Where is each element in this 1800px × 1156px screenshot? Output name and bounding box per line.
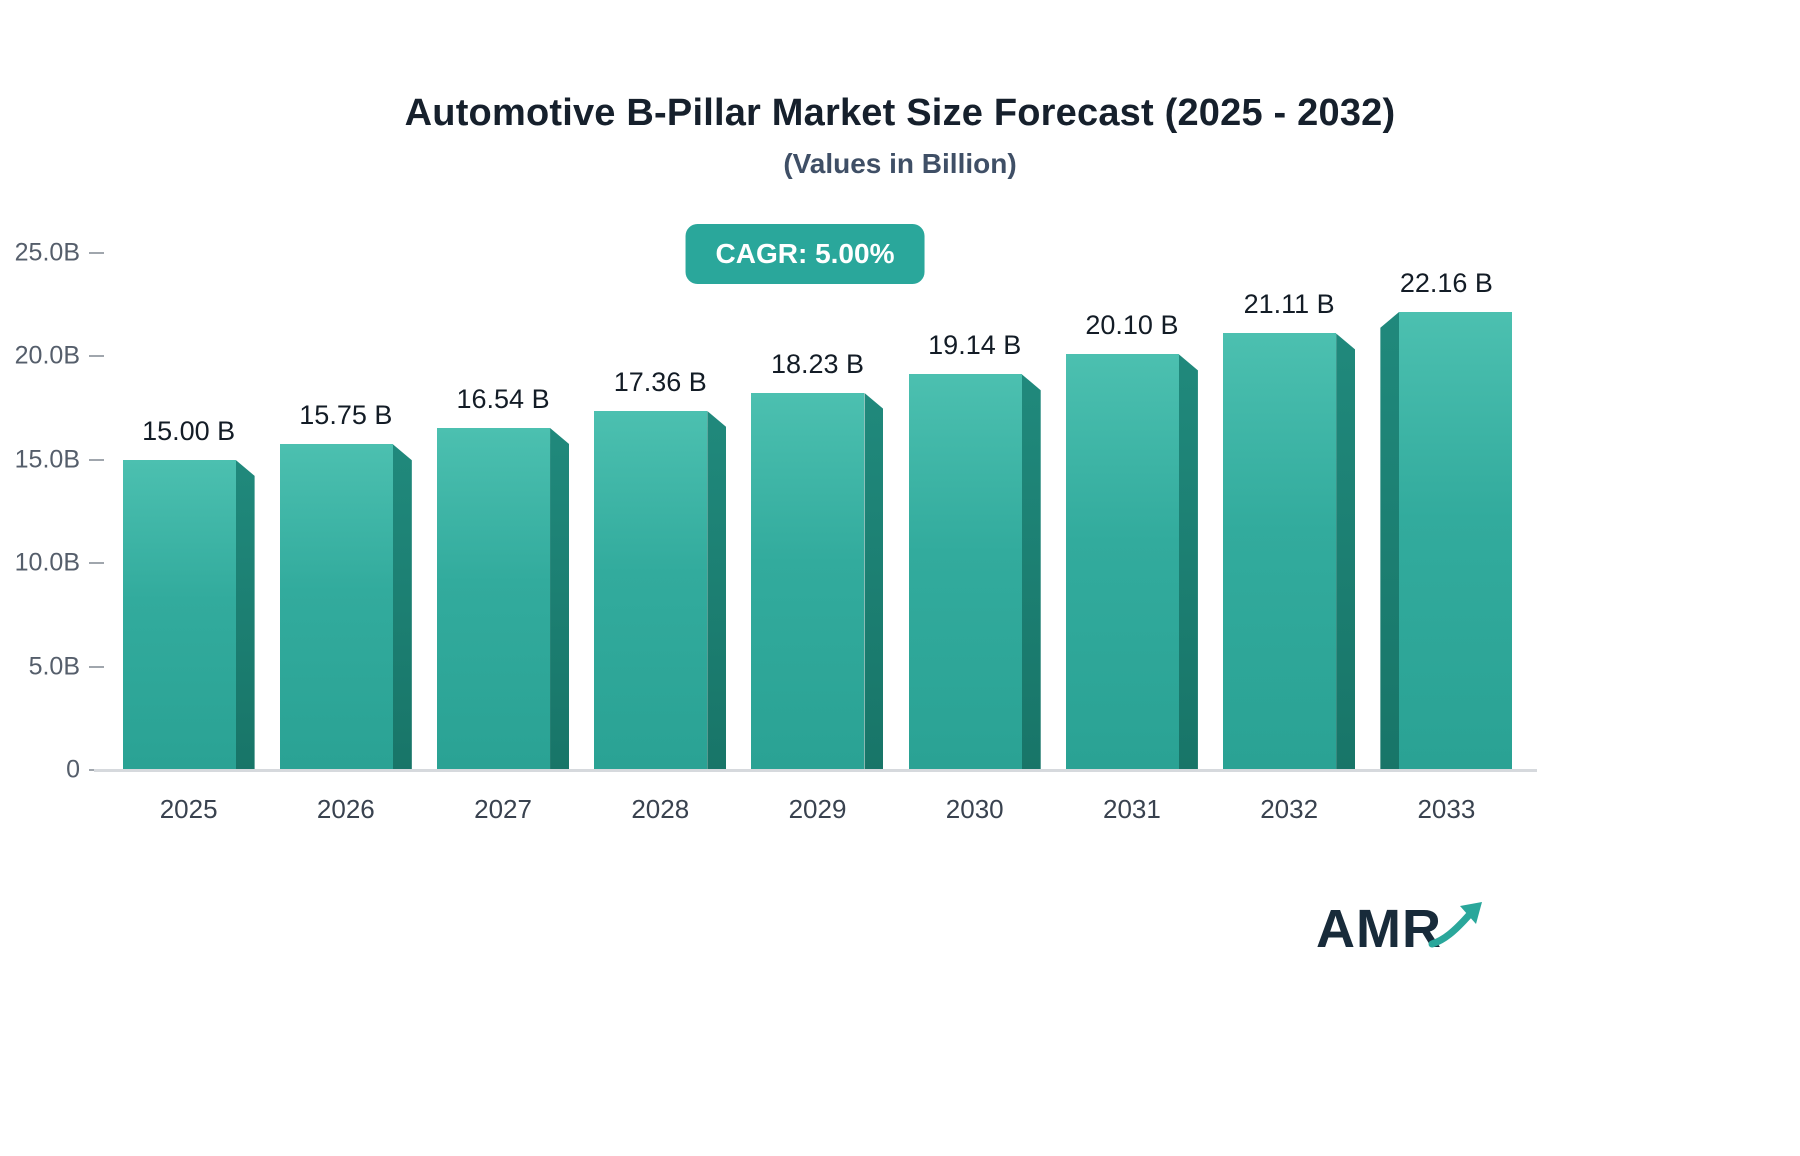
bar-face — [279, 444, 393, 770]
bar-slot: 16.54 B — [424, 253, 581, 770]
plot-area: 15.00 B 15.75 B 16.54 B 17.36 B 18.23 B 19.14… — [110, 253, 1525, 770]
bar-side-shade — [1336, 333, 1356, 770]
bar-2032: 21.11 B — [1223, 289, 1356, 770]
bar-face — [1223, 333, 1337, 770]
bar-2030: 19.14 B — [908, 330, 1041, 770]
amr-logo-text: AMR — [1316, 899, 1442, 959]
y-tick-label: 15.0B — [14, 445, 80, 474]
bar-value-label: 15.75 B — [299, 400, 393, 431]
bar-face — [122, 459, 236, 770]
bar-side-shade — [1380, 311, 1400, 770]
chart-title: Automotive B-Pillar Market Size Forecast… — [404, 92, 1396, 134]
bar-slot: 15.00 B — [110, 253, 267, 770]
y-tick-label: 20.0B — [14, 341, 80, 370]
bar-value-label: 15.00 B — [142, 415, 236, 446]
bar-slot: 22.16 B — [1368, 253, 1525, 770]
bar-side-shade — [235, 459, 255, 770]
bar-face — [1065, 354, 1179, 770]
bar-2033: 22.16 B — [1380, 268, 1513, 770]
bar-2029: 18.23 B — [751, 349, 884, 770]
x-tick-label: 2032 — [1260, 794, 1319, 824]
bar-value-label: 22.16 B — [1399, 267, 1493, 298]
bar-face — [908, 374, 1022, 770]
bar-slot: 18.23 B — [739, 253, 896, 770]
bar-side-shade — [392, 444, 412, 770]
y-tick-label: 10.0B — [14, 548, 80, 577]
x-tick-label: 2028 — [631, 794, 690, 824]
bar-side-shade — [1021, 374, 1041, 770]
bar-value-label: 16.54 B — [456, 383, 550, 414]
bar-face — [1399, 311, 1513, 770]
bar-face — [751, 393, 865, 770]
x-tick-label: 2030 — [945, 794, 1004, 824]
bar-2025: 15.00 B — [122, 416, 255, 770]
y-tick-mark — [89, 252, 104, 254]
bar-value-label: 20.10 B — [1085, 310, 1179, 341]
bar-chart: 0 5.0B 10.0B 15.0B 20.0B 25.0B 15.00 B 15.75 B… — [15, 239, 1537, 824]
bar-slot: 15.75 B — [267, 253, 424, 770]
bar-side-shade — [1178, 354, 1198, 770]
bar-value-label: 21.11 B — [1243, 289, 1335, 320]
bar-slot: 20.10 B — [1053, 253, 1210, 770]
bar-2026: 15.75 B — [279, 400, 412, 770]
amr-logo: AMR — [1316, 898, 1490, 960]
bar-2031: 20.10 B — [1065, 310, 1198, 770]
bar-slot: 17.36 B — [582, 253, 739, 770]
y-tick-mark — [89, 355, 104, 358]
bar-slot: 19.14 B — [896, 253, 1053, 770]
x-tick-label: 2026 — [316, 794, 375, 824]
bar-value-label: 18.23 B — [770, 349, 865, 380]
x-tick-label: 2033 — [1417, 794, 1476, 824]
bar-face — [594, 411, 708, 770]
x-axis: 2025 2026 2027 2028 2029 2030 2031 2032 2033 — [110, 770, 1525, 825]
x-tick-label: 2029 — [788, 794, 847, 824]
x-tick-label: 2031 — [1103, 794, 1161, 824]
bar-side-shade — [864, 393, 884, 770]
bar-value-label: 19.14 B — [928, 330, 1022, 361]
y-tick-mark — [89, 665, 104, 668]
y-tick-label: 5.0B — [28, 652, 80, 681]
bar-2028: 17.36 B — [594, 367, 727, 770]
bar-side-shade — [550, 427, 570, 770]
y-tick-mark — [89, 562, 104, 565]
bar-slot: 21.11 B — [1211, 253, 1368, 770]
y-tick-mark — [89, 458, 104, 461]
x-tick-label: 2025 — [159, 794, 218, 824]
bar-side-shade — [707, 411, 727, 770]
x-axis-baseline — [94, 769, 1537, 772]
y-tick-label: 25.0B — [14, 238, 80, 267]
y-tick-label: 0 — [66, 755, 80, 784]
bar-value-label: 17.36 B — [613, 367, 707, 397]
y-axis: 0 5.0B 10.0B 15.0B 20.0B 25.0B — [0, 239, 110, 784]
x-tick-label: 2027 — [474, 794, 532, 824]
cagr-badge: CAGR: 5.00% — [685, 224, 925, 284]
bar-2027: 16.54 B — [437, 384, 570, 770]
bar-face — [437, 427, 551, 770]
chart-subtitle: (Values in Billion) — [783, 148, 1017, 179]
amr-logo-arrow-icon — [1428, 902, 1482, 948]
